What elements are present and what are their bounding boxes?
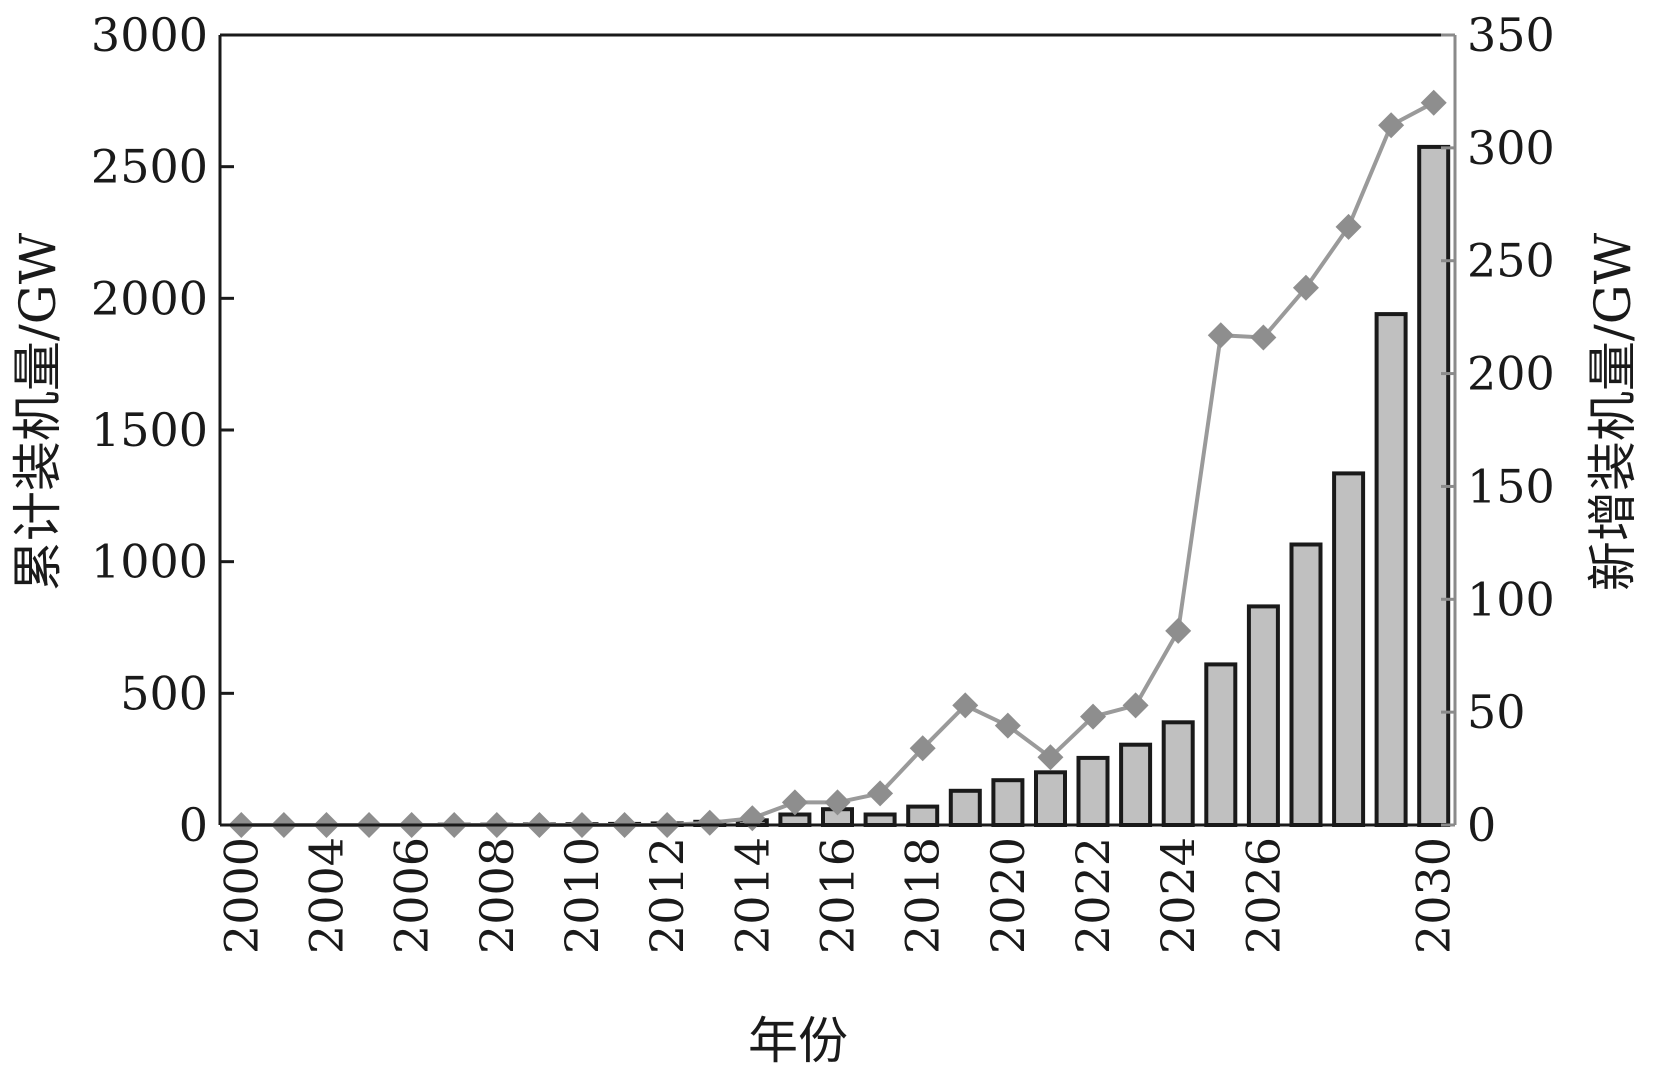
bar-2016 [908, 807, 937, 825]
line-point-2027 [1378, 112, 1404, 138]
right-tick-label: 300 [1467, 121, 1555, 175]
line-point-2021 [1123, 692, 1149, 718]
bar-2026 [1334, 473, 1363, 825]
right-tick-label: 50 [1467, 685, 1526, 739]
x-tick-label: 2022 [1066, 837, 1120, 954]
left-tick-label: 3000 [91, 8, 208, 62]
x-tick-label: 2030 [1407, 837, 1461, 954]
bar-2027 [1377, 314, 1406, 825]
x-tick-label: 2010 [555, 837, 609, 954]
x-tick-label: 2024 [1151, 837, 1205, 954]
right-y-axis-title: 新增装机量/GW [1584, 232, 1642, 591]
line-point-2013 [782, 789, 808, 815]
x-tick-label: 2004 [300, 837, 354, 954]
line-point-2028 [1421, 90, 1447, 116]
x-tick-label: 2018 [896, 837, 950, 954]
bar-2013 [780, 815, 809, 826]
x-tick-label: 2026 [1236, 837, 1290, 954]
bar-2018 [993, 780, 1022, 825]
x-axis-title: 年份 [748, 1012, 848, 1070]
line-point-2023 [1208, 322, 1234, 348]
bar-2015 [866, 815, 895, 826]
line-point-2026 [1336, 214, 1362, 240]
left-tick-label: 0 [179, 798, 208, 852]
right-tick-label: 150 [1467, 459, 1555, 513]
left-tick-label: 1500 [91, 403, 208, 457]
x-tick-label: 2016 [811, 837, 865, 954]
bar-2019 [1036, 772, 1065, 825]
left-y-axis-title: 累计装机量/GW [9, 232, 67, 591]
line-point-2012 [739, 805, 765, 831]
x-tick-label: 2020 [981, 837, 1035, 954]
x-tick-label: 2014 [725, 837, 779, 954]
bar-2021 [1121, 745, 1150, 825]
line-point-2011 [697, 810, 723, 836]
left-tick-label: 2500 [91, 140, 208, 194]
bars-layer [440, 147, 1448, 825]
right-tick-label: 250 [1467, 234, 1555, 288]
left-tick-label: 500 [120, 666, 208, 720]
bar-2025 [1292, 545, 1321, 826]
x-tick-label: 2006 [385, 837, 439, 954]
line-point-2022 [1165, 618, 1191, 644]
x-tick-label: 2008 [470, 837, 524, 954]
right-tick-label: 0 [1467, 798, 1496, 852]
left-tick-label: 1000 [91, 535, 208, 589]
x-tick-label: 2012 [640, 837, 694, 954]
x-tick-label: 2000 [214, 837, 268, 954]
right-tick-label: 350 [1467, 8, 1555, 62]
left-tick-label: 2000 [91, 271, 208, 325]
bar-2017 [951, 791, 980, 825]
right-tick-label: 100 [1467, 572, 1555, 626]
bar-2022 [1164, 722, 1193, 825]
bar-2023 [1206, 664, 1235, 825]
bar-2020 [1079, 758, 1108, 825]
right-tick-label: 200 [1467, 347, 1555, 401]
bar-2024 [1249, 606, 1278, 825]
